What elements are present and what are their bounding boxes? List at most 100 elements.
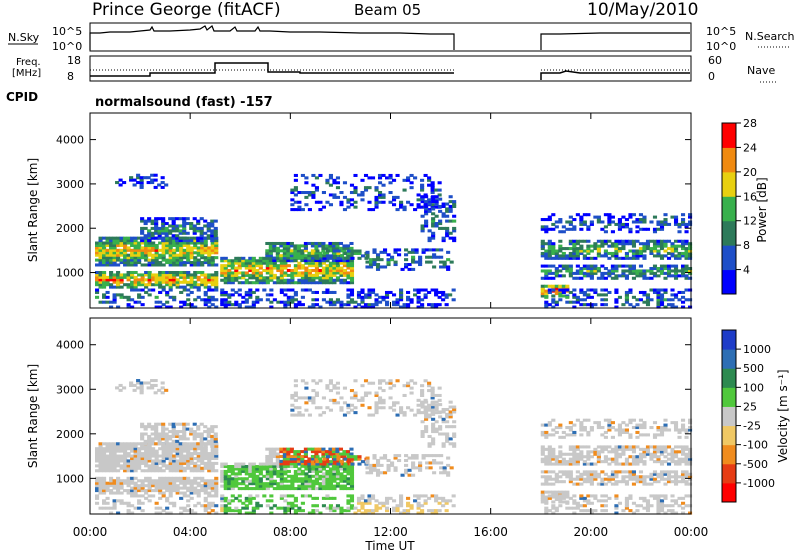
power-cell <box>420 303 424 306</box>
velocity-cell <box>315 504 319 507</box>
power-cell <box>656 267 660 270</box>
velocity-cell <box>322 411 326 414</box>
power-cell <box>674 240 678 243</box>
velocity-cell <box>301 414 305 417</box>
velocity-cell <box>350 463 354 466</box>
power-cell <box>122 181 126 184</box>
power-cell <box>374 196 378 199</box>
power-cell <box>364 174 368 177</box>
velocity-cell <box>611 448 615 451</box>
power-cell <box>555 267 559 270</box>
velocity-cell <box>297 411 301 414</box>
power-cell <box>200 217 204 220</box>
power-cell <box>336 176 340 179</box>
power-cell <box>347 250 351 253</box>
power-cell <box>161 237 165 240</box>
velocity-cell <box>154 379 158 382</box>
power-cell <box>684 289 688 292</box>
velocity-cell <box>207 492 211 495</box>
velocity-cell <box>220 470 224 473</box>
velocity-cell <box>300 465 304 468</box>
velocity-cell <box>322 497 326 500</box>
velocity-cell <box>590 463 594 466</box>
power-cell <box>168 229 172 232</box>
power-cell <box>144 227 148 230</box>
velocity-cell <box>555 491 559 494</box>
power-cell <box>207 246 211 249</box>
power-cell <box>322 291 326 294</box>
power-cell <box>123 273 127 276</box>
velocity-cell <box>367 414 371 417</box>
velocity-cell <box>329 504 333 507</box>
power-cell <box>438 189 442 192</box>
velocity-cell <box>311 396 315 399</box>
velocity-cell <box>214 462 218 465</box>
velocity-cell <box>449 406 453 409</box>
power-cell <box>165 227 169 230</box>
velocity-cell <box>653 478 657 481</box>
velocity-cell <box>653 445 657 448</box>
velocity-cell <box>681 445 685 448</box>
power-cell <box>144 291 148 294</box>
power-cell <box>607 269 611 272</box>
velocity-cell <box>158 459 162 462</box>
power-cell <box>297 191 301 194</box>
power-cell <box>357 250 361 253</box>
power-cell <box>346 301 350 304</box>
power-cell <box>667 257 671 260</box>
power-cell <box>137 273 141 276</box>
power-cell <box>635 303 639 306</box>
power-cell <box>452 215 456 218</box>
colorbar-tick-label: 4 <box>743 264 750 277</box>
power-cell <box>102 301 106 304</box>
velocity-cell <box>297 396 301 399</box>
velocity-cell <box>369 464 373 467</box>
power-cell <box>200 227 204 230</box>
velocity-cell <box>445 499 449 502</box>
velocity-cell <box>214 477 218 480</box>
velocity-cell <box>425 466 429 469</box>
velocity-cell <box>408 474 412 477</box>
velocity-cell <box>562 500 566 503</box>
power-cell <box>245 259 249 262</box>
power-cell <box>190 261 194 264</box>
power-cell <box>102 237 106 240</box>
velocity-cell <box>357 455 361 458</box>
nsearch-trace <box>541 33 690 50</box>
velocity-cell <box>403 394 407 397</box>
power-cell <box>611 277 615 280</box>
power-cell <box>572 272 576 275</box>
velocity-cell <box>372 454 376 457</box>
velocity-cell <box>252 487 256 490</box>
velocity-cell <box>99 477 103 480</box>
power-cell <box>551 285 555 288</box>
velocity-cell <box>241 463 245 466</box>
velocity-cell <box>290 404 294 407</box>
velocity-cell <box>576 483 580 486</box>
power-cell <box>311 303 315 306</box>
power-cell <box>183 289 187 292</box>
power-cell <box>551 298 555 301</box>
colorbar-tick-label: 8 <box>743 239 750 252</box>
power-cell <box>374 186 378 189</box>
velocity-cell <box>214 432 218 435</box>
velocity-cell <box>211 494 215 497</box>
velocity-cell <box>452 425 456 428</box>
velocity-cell <box>175 423 179 426</box>
power-cell <box>600 298 604 301</box>
power-cell <box>667 252 671 255</box>
velocity-cell <box>604 483 608 486</box>
velocity-cell <box>684 470 688 473</box>
velocity-cell <box>656 455 660 458</box>
velocity-cell <box>346 494 350 497</box>
velocity-cell <box>421 420 425 423</box>
power-cell <box>301 289 305 292</box>
cpid-label: CPID <box>6 90 38 104</box>
velocity-cell <box>604 473 608 476</box>
power-cell <box>674 216 678 219</box>
power-cell <box>572 277 576 280</box>
power-cell <box>452 220 456 223</box>
velocity-cell <box>248 487 252 490</box>
power-cell <box>439 265 443 268</box>
power-cell <box>297 201 301 204</box>
